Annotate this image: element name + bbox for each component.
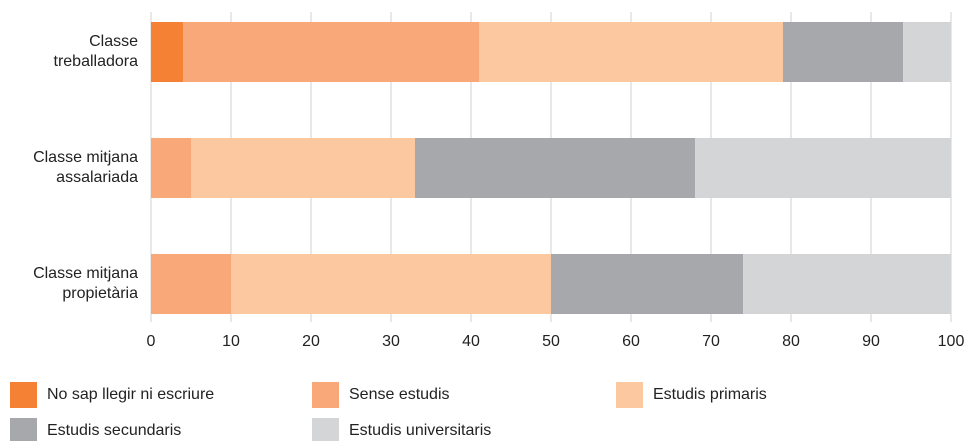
bar-segment bbox=[151, 22, 183, 82]
x-tick-label: 0 bbox=[147, 333, 156, 350]
x-tick-label: 30 bbox=[382, 333, 400, 350]
x-tick-label: 80 bbox=[782, 333, 800, 350]
x-tick-label: 70 bbox=[702, 333, 720, 350]
bar-segment bbox=[743, 254, 951, 314]
x-tick-label: 50 bbox=[542, 333, 560, 350]
bar-segment bbox=[415, 138, 695, 198]
legend-swatch bbox=[312, 382, 339, 408]
legend-swatch bbox=[10, 418, 37, 441]
legend-label: Sense estudis bbox=[349, 386, 450, 403]
bar-segment bbox=[151, 138, 191, 198]
x-tick-label: 90 bbox=[862, 333, 880, 350]
legend-label: Estudis primaris bbox=[653, 386, 767, 403]
bar-segment bbox=[183, 22, 479, 82]
x-tick-label: 20 bbox=[302, 333, 320, 350]
bar-segment bbox=[551, 254, 743, 314]
bar-segment bbox=[783, 22, 903, 82]
x-tick-label: 100 bbox=[938, 333, 965, 350]
x-tick-label: 40 bbox=[462, 333, 480, 350]
legend-swatch bbox=[312, 418, 339, 441]
y-tick-label: Classe mitjana assalariada bbox=[33, 149, 138, 186]
legend-label: Estudis secundaris bbox=[47, 422, 181, 439]
x-tick-label: 10 bbox=[222, 333, 240, 350]
legend-label: No sap llegir ni escriure bbox=[47, 386, 214, 403]
legend-swatch bbox=[10, 382, 37, 408]
bar-segment bbox=[903, 22, 951, 82]
bar-segment bbox=[695, 138, 951, 198]
legend-swatch bbox=[616, 382, 643, 408]
y-tick-label: Classe treballadora bbox=[54, 33, 139, 70]
legend-label: Estudis universitaris bbox=[349, 422, 491, 439]
bar-segment bbox=[151, 254, 231, 314]
bar-segment bbox=[191, 138, 415, 198]
bar-segment bbox=[479, 22, 783, 82]
y-tick-label: Classe mitjana propietària bbox=[33, 265, 138, 302]
bar-segment bbox=[231, 254, 551, 314]
x-tick-label: 60 bbox=[622, 333, 640, 350]
